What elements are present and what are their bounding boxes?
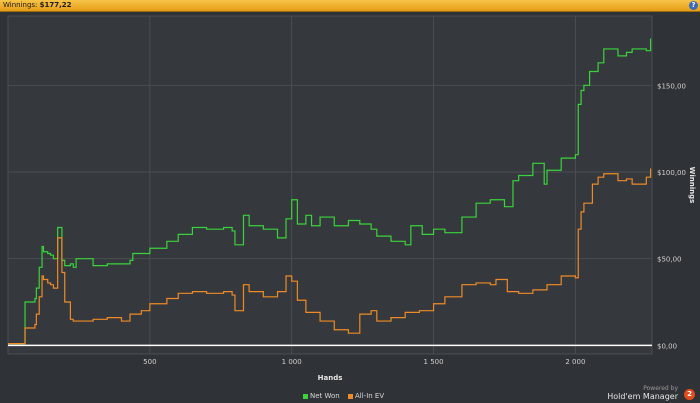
series-line-net-won xyxy=(8,38,652,345)
legend-label-net-won: Net Won xyxy=(310,392,340,400)
plot-area xyxy=(7,15,653,355)
winnings-chart: 500 1 000 1 500 2 000 $0,00 $50,00 $100,00 $150… xyxy=(7,15,696,382)
y-tick-label: $50,00 xyxy=(657,256,682,264)
winnings-label: Winnings: xyxy=(3,1,38,9)
title-bar: Winnings: $177,22 ? xyxy=(0,0,700,12)
x-tick-label: 1 500 xyxy=(424,358,444,366)
legend-item-allin-ev[interactable]: All-In EV xyxy=(347,392,385,400)
x-axis-label: Hands xyxy=(318,374,343,382)
x-tick-label: 500 xyxy=(143,358,156,366)
legend-item-net-won[interactable]: Net Won xyxy=(303,392,342,400)
legend-swatch-net-won xyxy=(303,393,308,399)
y-axis-label: Winnings xyxy=(688,167,696,204)
powered-by: Powered by Hold'em Manager xyxy=(607,385,678,401)
hm2-logo-icon: 2 xyxy=(684,389,695,400)
y-tick-label: $0,00 xyxy=(657,342,677,350)
legend-label-allin-ev: All-In EV xyxy=(354,392,385,400)
winnings-title: Winnings: $177,22 xyxy=(3,0,72,11)
chart-legend: Net Won All-In EV xyxy=(303,392,390,400)
powered-by-text: Powered by xyxy=(643,385,678,392)
help-icon[interactable]: ? xyxy=(689,1,698,10)
x-tick-label: 2 000 xyxy=(565,358,585,366)
series-line-allin-ev xyxy=(8,168,652,345)
x-tick-label: 1 000 xyxy=(282,358,302,366)
y-tick-label: $150,00 xyxy=(657,82,686,90)
product-name: Hold'em Manager xyxy=(607,392,678,401)
legend-swatch-allin-ev xyxy=(347,393,353,399)
y-tick-label: $100,00 xyxy=(657,169,686,177)
winnings-value: $177,22 xyxy=(39,1,72,9)
